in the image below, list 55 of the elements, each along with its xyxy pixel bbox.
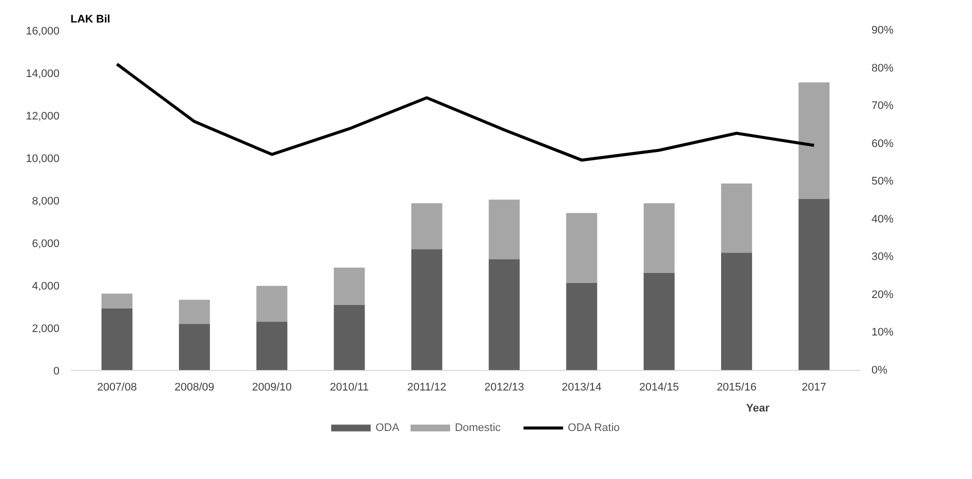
bar [101, 308, 132, 370]
x-tick-label: 2009/10 [252, 382, 292, 394]
x-tick-label: 2012/13 [484, 382, 524, 394]
x-tick-label: 2015/16 [716, 382, 756, 394]
y-tick-label: 10,000 [26, 153, 60, 165]
bar [101, 294, 132, 308]
bar [644, 203, 675, 273]
bar [178, 324, 210, 370]
y-tick-label: 4,000 [32, 280, 60, 292]
bar [566, 282, 598, 370]
bar [488, 259, 520, 370]
x-tick-label: 2017 [802, 382, 826, 394]
y2-tick-label: 0% [872, 364, 888, 376]
y2-tick-label: 20% [872, 288, 894, 301]
y-tick-label: 6,000 [32, 238, 60, 250]
x-tick-label: 2008/09 [174, 382, 214, 394]
bar [178, 300, 210, 324]
legend-label: ODA [375, 422, 400, 434]
y2-tick-label: 10% [872, 326, 894, 339]
bar [334, 305, 365, 370]
bar [644, 272, 675, 370]
x-tick-label: 2013/14 [562, 382, 602, 394]
bar [411, 203, 442, 250]
x-tick-label: 2010/11 [330, 382, 369, 394]
y-tick-label: 14,000 [26, 68, 60, 80]
bar [566, 213, 598, 283]
bar [798, 82, 830, 200]
bar [721, 252, 752, 370]
y-tick-label: 8,000 [32, 196, 60, 208]
x-tick-label: 2011/12 [407, 382, 446, 394]
bar [334, 268, 365, 306]
bar [256, 286, 288, 322]
bar [721, 184, 752, 253]
y2-tick-label: 50% [872, 176, 894, 188]
x-tick-label: 2007/08 [97, 382, 137, 394]
x-axis-title: Year [746, 402, 770, 414]
y-tick-label: 2,000 [32, 323, 60, 335]
y-tick-label: 16,000 [26, 26, 60, 38]
y-tick-label: 12,000 [26, 110, 60, 122]
bar [411, 249, 442, 370]
y-axis-title: LAK Bil [70, 14, 110, 26]
y2-tick-label: 60% [872, 138, 894, 150]
y2-tick-label: 30% [872, 251, 894, 264]
y2-tick-label: 80% [872, 62, 894, 74]
bar [798, 199, 830, 370]
legend-label: Domestic [454, 422, 502, 434]
legend-label: ODA Ratio [568, 422, 620, 434]
y2-tick-label: 70% [872, 100, 894, 112]
x-tick-label: 2014/15 [639, 382, 680, 394]
y-tick-label: 0 [53, 366, 60, 378]
bar [488, 200, 520, 260]
bar [256, 322, 288, 370]
y2-tick-label: 90% [872, 24, 894, 36]
line-series [115, 62, 816, 162]
y2-tick-label: 40% [872, 213, 894, 226]
